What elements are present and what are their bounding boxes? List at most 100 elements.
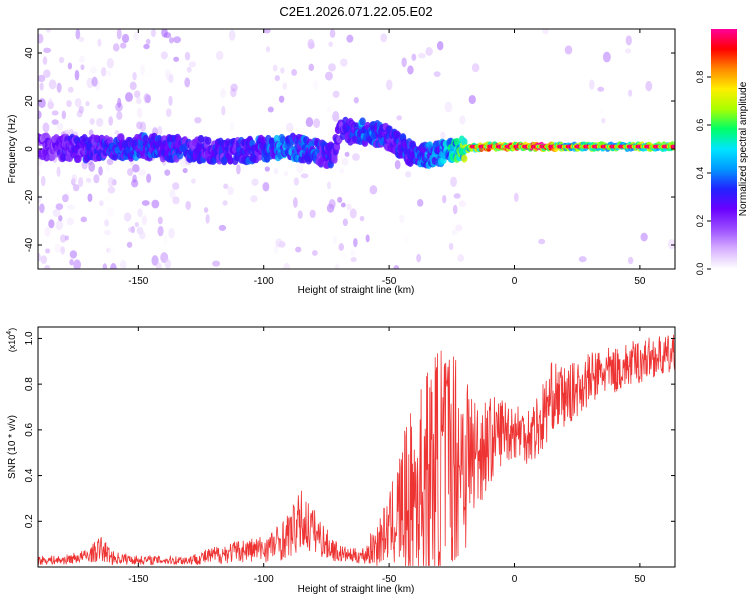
heatmap-noise-blob [283, 170, 289, 177]
heatmap-noise-blob [127, 226, 134, 233]
snr-scale-label: (x104) [6, 328, 17, 352]
heatmap-noise-blob [222, 200, 228, 206]
y-tick-label: 0.2 [24, 514, 35, 528]
colorbar: 0.0 0.2 0.4 0.6 0.8 Normalized spectral ampl… [695, 29, 749, 275]
heatmap-noise-blob [151, 255, 159, 266]
snr-frame [37, 326, 676, 568]
heatmap-noise-blob [38, 195, 42, 204]
heatmap-noise-blob [542, 29, 549, 35]
heatmap-noise-blob [52, 208, 61, 218]
heatmap-noise-blob [133, 31, 140, 41]
heatmap-noise-blob [129, 81, 137, 91]
heatmap-noise-blob [264, 166, 270, 172]
heatmap-noise-blob [185, 200, 192, 210]
heatmap-noise-blob [221, 105, 226, 116]
heatmap-noise-blob [339, 168, 345, 174]
heatmap-noise-blob [203, 207, 209, 213]
heatmap-noise-blob [172, 196, 180, 205]
heatmap-noise-blob [44, 264, 51, 269]
heatmap-noise-blob [250, 195, 258, 203]
heatmap-noise-blob [45, 248, 51, 254]
heatmap-noise-blob [215, 50, 224, 61]
heatmap-noise-blob [140, 64, 145, 76]
heatmap-noise-blob [44, 226, 51, 237]
heatmap-noise-blob [93, 174, 100, 184]
heatmap-noise-blob [468, 94, 476, 105]
heatmap-noise-blob [112, 43, 120, 52]
x-tick-label: 0 [512, 574, 518, 585]
heatmap-noise-blob [280, 67, 285, 74]
heatmap-noise-blob [578, 256, 587, 263]
heatmap-noise-blob [114, 129, 120, 136]
heatmap-noise-blob [39, 82, 44, 91]
heatmap-noise-blob [328, 199, 336, 209]
heatmap-noise-blob [74, 97, 82, 108]
heatmap-noise-blob [300, 173, 309, 179]
heatmap-noise-blob [143, 93, 150, 104]
heatmap-noise-blob [56, 166, 61, 177]
heatmap-noise-blob [39, 203, 45, 214]
x-tick-label: -150 [128, 276, 148, 287]
heatmap-noise-blob [69, 250, 78, 259]
heatmap-noise-blob [451, 229, 457, 236]
heatmap-noise-blob [598, 107, 603, 114]
heatmap-noise-blob [308, 42, 315, 49]
x-tick-label: -150 [128, 574, 148, 585]
heatmap-noise-blob [160, 51, 168, 60]
heatmap-noise-blob [312, 250, 318, 256]
heatmap-noise-blob [417, 199, 424, 207]
heatmap-noise-blob [184, 77, 191, 88]
heatmap-noise-blob [212, 260, 221, 267]
heatmap-core-blob [671, 144, 675, 149]
heatmap-noise-blob [60, 246, 65, 255]
heatmap-noise-blob [332, 235, 337, 244]
heatmap-noise-blob [38, 159, 43, 167]
snr-series-line [38, 334, 675, 567]
heatmap-noise-blob [59, 234, 67, 243]
figure-title: C2E1.2026.071.22.05.E02 [279, 4, 432, 19]
heatmap-noise-blob [274, 75, 281, 82]
heatmap-noise-blob [344, 151, 350, 157]
heatmap-noise-blob [305, 117, 314, 128]
heatmap-noise-blob [141, 215, 148, 226]
heatmap-noise-blob [107, 176, 115, 188]
heatmap-noise-blob [340, 202, 346, 208]
heatmap-noise-blob [104, 229, 112, 236]
heatmap-noise-blob [146, 173, 152, 183]
x-tick-label: 50 [634, 574, 646, 585]
heatmap-ridge-blob [339, 132, 347, 141]
heatmap-noise-blob [42, 122, 50, 133]
heatmap-noise-blob [128, 219, 134, 226]
colorbar-tick-label: 0.8 [695, 71, 705, 84]
heatmap-noise-blob [168, 95, 173, 106]
heatmap-noise-blob [120, 42, 127, 49]
heatmap-noise-blob [230, 83, 238, 92]
heatmap-noise-blob [263, 29, 271, 34]
heatmap-noise-blob [89, 66, 97, 74]
heatmap-noise-blob [369, 185, 378, 195]
heatmap-noise-blob [337, 196, 343, 203]
heatmap-noise-blob [102, 263, 108, 269]
heatmap-noise-blob [326, 106, 333, 113]
heatmap-noise-blob [157, 125, 163, 136]
heatmap-noise-blob [338, 243, 345, 251]
heatmap-noise-blob [67, 62, 73, 70]
heatmap-noise-blob [645, 80, 653, 92]
heatmap-noise-blob [341, 157, 349, 166]
heatmap-ridge-blob [49, 152, 56, 161]
heatmap-noise-blob [106, 70, 112, 77]
heatmap-noise-blob [182, 167, 188, 174]
heatmap-ridge-blob [461, 154, 468, 163]
heatmap-ridge-blob [197, 134, 205, 143]
spectrogram-x-label: Height of straight line (km) [298, 285, 415, 296]
heatmap-noise-blob [79, 55, 85, 63]
heatmap-noise-blob [602, 51, 611, 63]
heatmap-noise-blob [278, 95, 285, 103]
heatmap-noise-blob [359, 215, 365, 222]
heatmap-noise-blob [38, 110, 42, 120]
heatmap-noise-blob [55, 220, 64, 231]
heatmap-noise-blob [56, 122, 64, 131]
heatmap-noise-blob [145, 70, 154, 79]
heatmap-noise-blob [229, 122, 235, 131]
heatmap-noise-blob [296, 162, 304, 174]
